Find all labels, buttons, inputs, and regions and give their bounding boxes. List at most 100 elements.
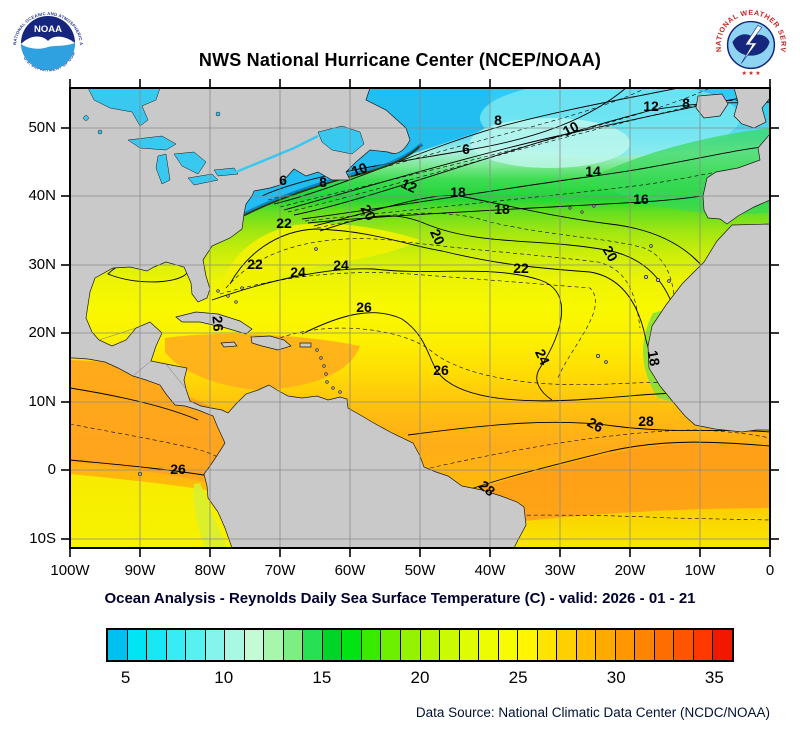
lon-tick-label: 100W [50,562,90,579]
longitude-axis: 100W 90W 80W 70W 60W 50W 40W 30W 20W 10W 0 [50,562,774,584]
hispaniola [250,335,292,351]
colorbar-tick-labels: 5 10 15 20 25 30 35 [106,668,734,690]
lon-tick-label: 20W [614,562,646,579]
noaa-bird-icon [21,36,75,49]
lat-tick-label: 30N [28,256,56,273]
lake-michigan [155,153,171,185]
isotherm-value-label: 8 [682,95,690,111]
isotherm-value-label: 12 [643,98,659,114]
colorbar-cell [498,630,519,660]
gulf-of-st-lawrence [317,125,365,155]
isotherm-value-label: 6 [279,172,287,188]
isotherm-value-label: 20 [427,226,448,247]
colorbar-cell [381,630,401,660]
colorbar-tick-label: 35 [704,668,724,687]
africa-landmass [647,223,770,433]
lon-tick-label: 90W [124,562,156,579]
data-source-credit: Data Source: National Climatic Data Cent… [415,705,770,720]
americas-landmass [70,88,527,548]
isotherm-value-label: 20 [600,243,622,265]
colorbar-cell [205,630,226,660]
colorbar-tick-label: 5 [120,668,131,687]
lat-tick-label: 0 [47,461,56,478]
isotherm-value-label: 26 [585,414,607,436]
noaa-logo-icon: NATIONAL OCEANIC AND ATMOSPHERIC ADMINIS… [8,3,87,82]
lat-tick-label: 10N [28,393,56,410]
colorbar-cell [303,630,323,660]
lon-tick-label: 80W [194,562,226,579]
isotherm-value-label: 22 [276,215,292,231]
colorbar-tick-label: 15 [312,668,332,687]
colorbar-cell [693,630,714,660]
lat-tick-label: 10S [29,530,56,547]
isotherm-value-label: 26 [209,315,226,332]
isotherm-value-label: 24 [333,257,349,273]
colorbar-cell [557,630,577,660]
colorbar-tick-label: 10 [214,668,234,687]
puerto-rico [299,342,312,348]
colorbar-cell [440,630,460,660]
nws-logo-icon: NATIONAL WEATHER SERVICE ★ ★ ★ [712,4,790,82]
colorbar-cell [518,630,538,660]
lake-ontario [213,167,239,177]
landmasses [70,88,770,548]
isotherm-value-label: 22 [247,256,263,272]
lon-tick-label: 10W [684,562,716,579]
lon-tick-label: 40W [474,562,506,579]
colorbar-cell [361,630,382,660]
isotherm-value-label: 24 [290,264,306,280]
lake-huron [173,151,207,175]
colorbar-cell [635,630,655,660]
isotherm-value-label: 8 [319,174,327,190]
nws-stars: ★ ★ ★ [742,70,761,77]
page-title: NWS National Hurricane Center (NCEP/NOAA… [198,50,602,70]
lon-tick-label: 60W [334,562,366,579]
colorbar-cell [225,630,245,660]
lon-tick-label: 0 [765,562,775,579]
isotherm-value-label: 8 [494,112,502,128]
colorbar-cell [166,630,187,660]
colorbar-cell [283,630,304,660]
lon-tick-label: 30W [544,562,576,579]
colorbar-tick-label: 30 [606,668,626,687]
map-frame [69,87,771,549]
isotherm-value-label: 18 [645,349,663,367]
isotherm-value-label: 26 [170,461,186,477]
isotherm-contours [70,88,770,525]
colorbar-cell [596,630,616,660]
isotherm-value-label: 10 [560,118,581,140]
colorbar-cell [264,630,284,660]
colorbar-cell [576,630,597,660]
lon-tick-label: 70W [264,562,296,579]
hudson-bay [87,88,161,127]
lat-tick-label: 50N [28,119,56,136]
isotherm-value-label: 14 [585,163,601,179]
lat-tick-label: 40N [28,187,56,204]
colorbar-cell [479,630,499,660]
isotherm-value-label: 20 [358,202,380,224]
isotherm-value-label: 12 [399,175,420,196]
colorbar-tick-label: 20 [410,668,430,687]
colorbar-cell [674,630,694,660]
isotherm-value-label: 22 [513,260,529,276]
isotherm-value-label: 16 [633,191,649,207]
map-layers [70,88,770,548]
colorbar-cell [615,630,636,660]
borders [98,327,187,390]
ireland [695,93,729,119]
contour-labels: 6 8 10 12 6 8 10 12 8 14 16 18 18 20 20 22 22 24 24 22 20 26 2… [170,95,690,499]
colorbar-cell [322,630,343,660]
isotherm-value-label: 28 [638,413,654,429]
latitude-axis: 50N 40N 30N 20N 10N 0 10S [0,88,56,548]
colorbar-cell [127,630,148,660]
lake-erie [187,173,219,186]
lon-tick-label: 50W [404,562,436,579]
isotherm-value-label: 18 [494,201,510,217]
colorbar-cell [713,630,732,660]
isotherm-value-label: 26 [433,362,449,378]
colorbar-cell [244,630,265,660]
axis-ticks [61,79,779,557]
colorbar-tick-label: 25 [508,668,528,687]
isotherm-value-label: 24 [532,346,553,367]
